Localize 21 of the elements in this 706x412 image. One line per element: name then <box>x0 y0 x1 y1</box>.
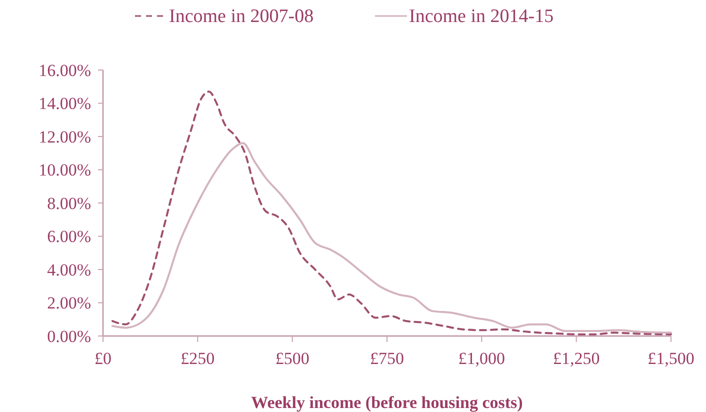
x-tick-label: £0 <box>94 349 112 368</box>
x-tick-label: £1,000 <box>458 349 506 368</box>
x-tick-label: £1,500 <box>648 349 694 368</box>
x-tick-label: £1,250 <box>552 349 600 368</box>
y-tick-label: 6.00% <box>47 227 91 246</box>
y-tick-label: 14.00% <box>38 94 91 114</box>
legend-label: Income in 2007-08 <box>169 6 314 27</box>
y-tick-label: 12.00% <box>38 127 91 146</box>
y-tick-label: 10.00% <box>38 160 91 180</box>
y-tick-label: 0.00% <box>47 326 91 346</box>
x-tick-label: £250 <box>180 349 215 368</box>
x-tick-label: £750 <box>370 349 404 368</box>
y-tick-label: 4.00% <box>47 260 91 280</box>
legend-label: Income in 2014-15 <box>409 6 554 27</box>
line-series <box>111 90 672 336</box>
y-tick-label: 8.00% <box>47 194 91 213</box>
x-axis-title: Weekly income (before housing costs) <box>251 393 523 412</box>
y-tick-label: 2.00% <box>47 294 91 313</box>
x-tick-label: £500 <box>275 349 310 368</box>
y-tick-label: 16.00% <box>38 60 91 80</box>
line-series <box>111 142 672 334</box>
